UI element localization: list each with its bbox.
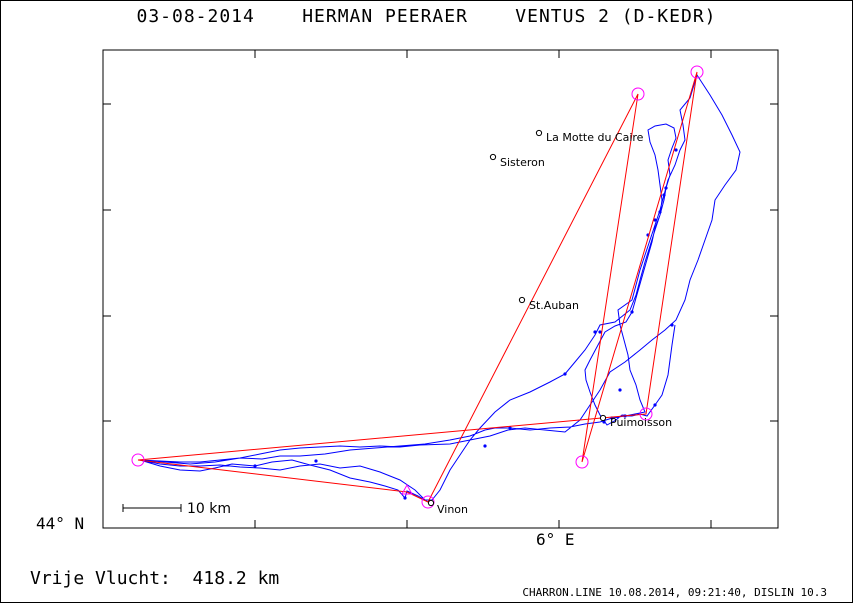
turnpoints	[131, 65, 704, 509]
turnpoint-north-2	[690, 65, 704, 79]
turnpoint-north-1	[631, 87, 645, 101]
distance-summary: Vrije Vlucht: 418.2 km	[30, 568, 280, 589]
towns: La Motte du Caire Sisteron St.Auban Puim…	[427, 129, 672, 516]
town-sisteron: Sisteron	[489, 153, 545, 169]
turnpoint-east	[639, 407, 653, 421]
latitude-label: 44° N	[36, 514, 85, 533]
task-route-1	[137, 71, 698, 503]
credit-line: CHARRON.LINE 10.08.2014, 09:21:40, DISLI…	[522, 586, 827, 599]
town-st-auban: St.Auban	[518, 296, 579, 312]
flight-title: 03-08-2014 HERMAN PEERAER VENTUS 2 (D-KE…	[136, 6, 717, 27]
svg-text:Sisteron: Sisteron	[500, 156, 545, 169]
scale-bar: 10 km	[122, 501, 231, 517]
start-marker	[401, 483, 413, 495]
svg-text:Vinon: Vinon	[437, 503, 468, 516]
turnpoint-west	[131, 453, 145, 467]
turnpoint-south	[575, 455, 589, 469]
scale-label: 10 km	[187, 501, 231, 517]
svg-text:St.Auban: St.Auban	[529, 299, 579, 312]
gps-track	[139, 73, 741, 503]
map-frame	[102, 49, 779, 529]
town-vinon: Vinon	[427, 499, 468, 516]
svg-text:La Motte du Caire: La Motte du Caire	[546, 131, 644, 144]
turnpoint-vinon	[421, 495, 435, 509]
longitude-label: 6° E	[536, 530, 575, 549]
svg-text:Puimoisson: Puimoisson	[610, 416, 672, 429]
map-ticks	[103, 50, 778, 528]
town-puimoisson: Puimoisson	[599, 414, 672, 429]
town-la-motte: La Motte du Caire	[535, 129, 644, 144]
